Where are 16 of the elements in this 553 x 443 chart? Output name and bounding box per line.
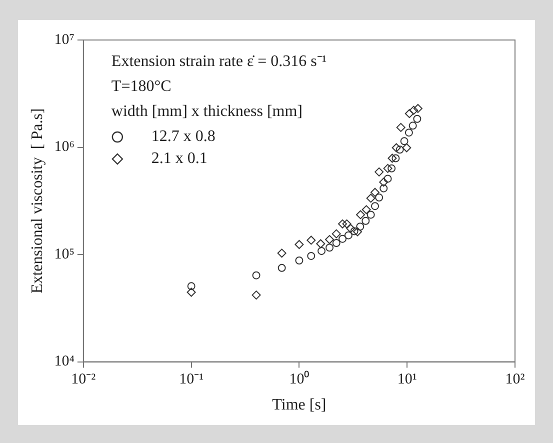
annotation: T=180°C bbox=[111, 78, 172, 96]
x-tick-label: 10⁰ bbox=[289, 370, 310, 388]
annotation: Extension strain rate ε̇ = 0.316 s⁻¹ bbox=[111, 53, 327, 70]
x-tick-label: 10¹ bbox=[397, 372, 417, 388]
x-axis-title: Time [s] bbox=[272, 396, 326, 414]
y-axis-title: Extensional viscosity [ Pa.s] bbox=[28, 108, 46, 294]
legend-label: 2.1 x 0.1 bbox=[151, 150, 208, 168]
x-tick-label: 10² bbox=[505, 372, 526, 388]
x-tick-label: 10⁻² bbox=[71, 372, 96, 388]
y-tick-label: 10⁵ bbox=[54, 246, 74, 262]
y-tick-label: 10⁶ bbox=[54, 139, 74, 156]
x-tick-label: 10⁻¹ bbox=[179, 372, 204, 388]
legend-label: 12.7 x 0.8 bbox=[151, 128, 216, 146]
y-tick-label: 10⁷ bbox=[54, 32, 74, 48]
y-tick-label: 10⁴ bbox=[54, 354, 74, 370]
legend-title: width [mm] x thickness [mm] bbox=[111, 103, 303, 120]
